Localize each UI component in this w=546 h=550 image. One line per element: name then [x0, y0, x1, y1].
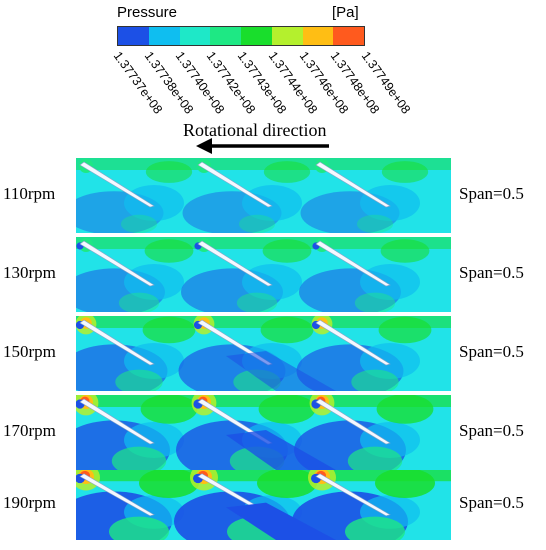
colorbar-swatch	[210, 27, 241, 45]
rpm-label: 150rpm	[3, 341, 56, 361]
span-label: Span=0.5	[459, 420, 524, 440]
rpm-label: 130rpm	[3, 262, 56, 282]
arrow-left-icon	[196, 138, 329, 154]
pressure-contour-plot	[56, 464, 451, 550]
colorbar-swatch	[148, 27, 180, 45]
legend-title: Pressure	[117, 4, 178, 21]
span-label: Span=0.5	[459, 262, 524, 282]
colorbar-swatch	[118, 27, 149, 45]
pressure-colorbar	[117, 26, 365, 46]
rpm-label: 190rpm	[3, 493, 56, 512]
pressure-contour-plot	[64, 158, 451, 235]
pressure-contour-plot	[58, 390, 451, 480]
pressure-contour-plot	[63, 237, 451, 316]
rpm-label: 170rpm	[3, 420, 56, 440]
colorbar-swatch	[241, 27, 272, 45]
colorbar-swatch	[302, 27, 334, 45]
colorbar-swatch	[179, 27, 211, 45]
pressure-contour-plot	[60, 313, 451, 398]
span-label: Span=0.5	[459, 341, 524, 361]
rotation-label: Rotational direction	[183, 120, 327, 140]
rpm-label: 110rpm	[3, 183, 56, 203]
legend-unit: [Pa]	[332, 4, 359, 21]
span-label: Span=0.5	[459, 183, 524, 203]
colorbar-swatch	[333, 27, 364, 45]
span-label: Span=0.5	[459, 493, 524, 512]
colorbar-swatch	[271, 27, 303, 45]
